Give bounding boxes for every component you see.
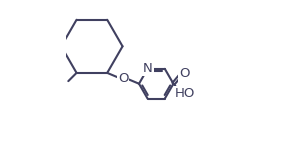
Text: HO: HO [175, 87, 196, 100]
Text: O: O [118, 72, 128, 85]
Text: N: N [143, 62, 153, 75]
Text: O: O [179, 67, 189, 80]
